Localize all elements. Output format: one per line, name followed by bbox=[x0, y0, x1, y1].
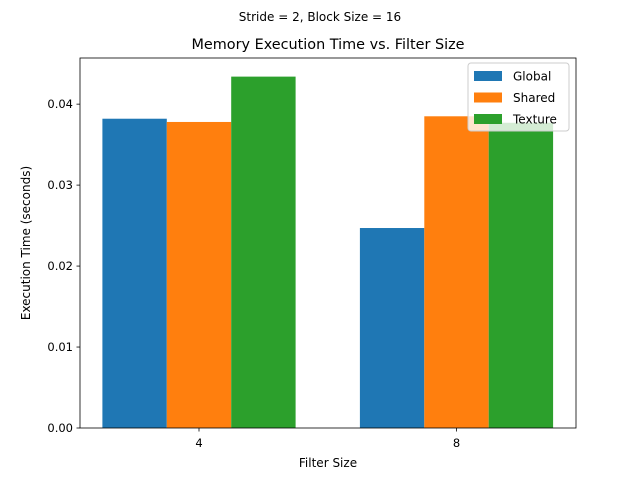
y-tick-label: 0.01 bbox=[47, 340, 73, 354]
legend-swatch-global bbox=[474, 71, 502, 81]
legend-label-texture: Texture bbox=[512, 113, 557, 127]
legend-label-global: Global bbox=[513, 70, 551, 84]
bar-global-4 bbox=[102, 118, 167, 428]
y-axis-label: Execution Time (seconds) bbox=[19, 166, 33, 320]
chart-title: Memory Execution Time vs. Filter Size bbox=[192, 37, 465, 53]
y-axis-ticks: 0.00 0.01 0.02 0.03 0.04 bbox=[47, 97, 80, 435]
y-tick-label: 0.03 bbox=[47, 178, 73, 192]
legend-swatch-texture bbox=[474, 114, 502, 124]
legend-label-shared: Shared bbox=[513, 91, 555, 105]
bar-texture-8 bbox=[488, 122, 554, 429]
y-tick-label: 0.00 bbox=[47, 421, 73, 435]
bars-layer bbox=[102, 76, 554, 429]
chart-suptitle: Stride = 2, Block Size = 16 bbox=[239, 10, 401, 24]
plot-frame bbox=[79, 57, 577, 429]
legend-swatch-shared bbox=[474, 92, 502, 103]
bar-global-8 bbox=[359, 228, 425, 428]
y-tick-label: 0.02 bbox=[47, 259, 73, 273]
legend: Global Shared Texture bbox=[467, 62, 570, 132]
x-tick-label: 8 bbox=[453, 436, 460, 450]
bar-shared-8 bbox=[424, 116, 489, 428]
y-tick-label: 0.04 bbox=[47, 97, 73, 111]
x-tick-label: 4 bbox=[195, 436, 202, 450]
x-axis-label: Filter Size bbox=[299, 456, 357, 470]
bar-shared-4 bbox=[166, 121, 232, 429]
bar-texture-4 bbox=[231, 76, 296, 429]
